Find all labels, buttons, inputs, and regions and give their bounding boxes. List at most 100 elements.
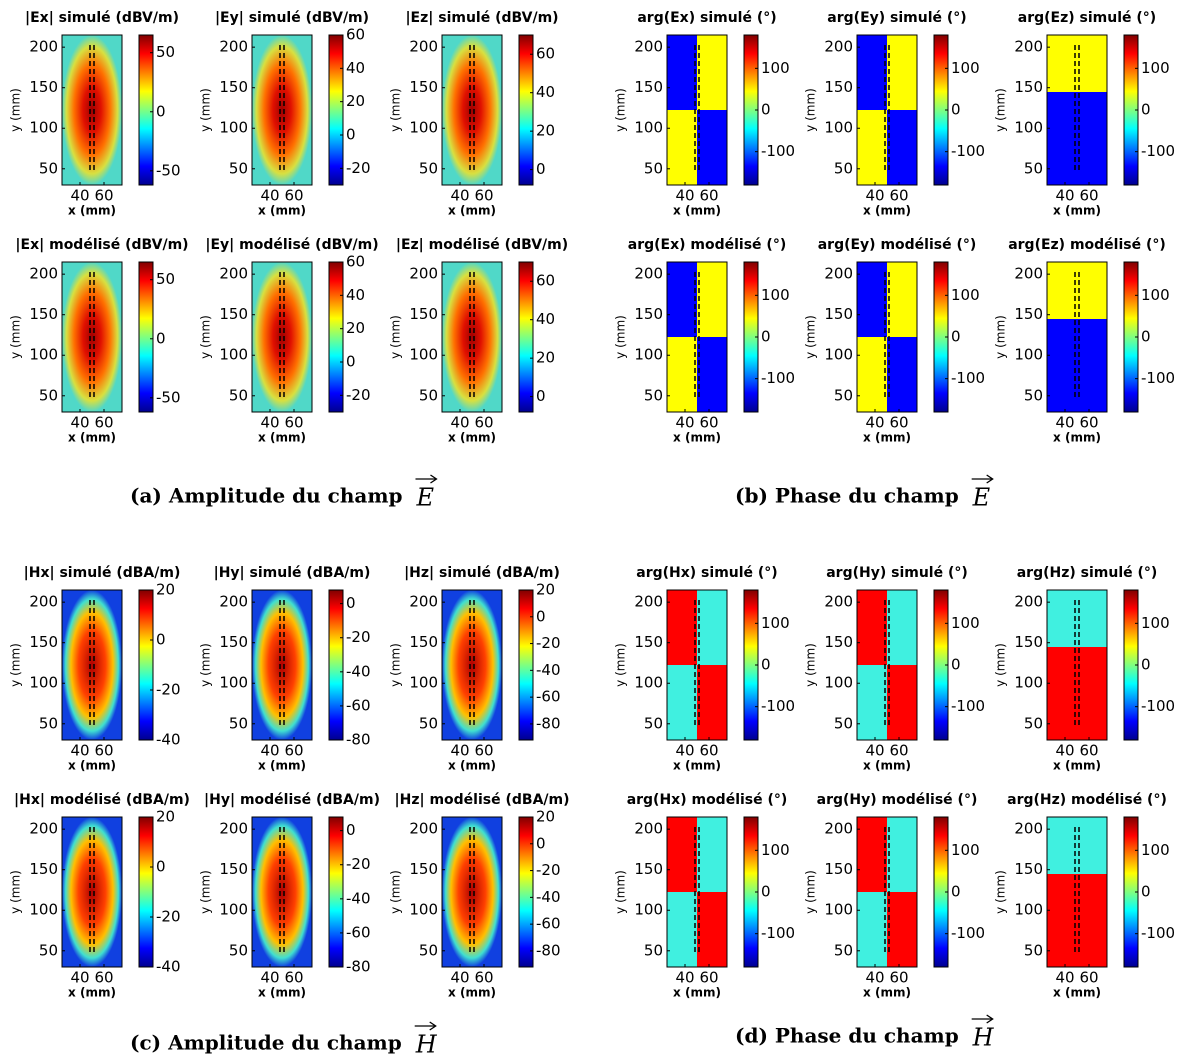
- x-tick-label: 60: [699, 969, 718, 987]
- subfigure-caption: (b) Phase du champ: [735, 484, 959, 508]
- y-tick-label: 150: [219, 305, 248, 323]
- x-axis-label: x (mm): [673, 986, 721, 1000]
- field-top-right: [887, 590, 917, 665]
- x-axis-label: x (mm): [68, 759, 116, 773]
- x-tick-label: 40: [70, 414, 89, 432]
- x-tick-label: 60: [699, 187, 718, 205]
- colorbar-tick-label: -100: [951, 369, 985, 387]
- field-top: [1047, 262, 1107, 319]
- y-tick-label: 50: [834, 714, 853, 732]
- panel-title: arg(Ex) modélisé (°): [628, 237, 786, 253]
- colorbar-tick-label: 0: [346, 353, 356, 371]
- colorbar-tick-label: -100: [1141, 697, 1175, 715]
- colorbar-tick-label: 0: [1141, 328, 1151, 346]
- y-tick-label: 100: [824, 346, 853, 364]
- y-tick-label: 50: [229, 386, 248, 404]
- y-tick-label: 100: [634, 901, 663, 919]
- plot-frame: [61, 816, 123, 968]
- field: [252, 35, 312, 185]
- field: [442, 35, 502, 185]
- y-axis-label: y (mm): [389, 870, 403, 914]
- x-tick-label: 40: [450, 187, 469, 205]
- x-axis-label: x (mm): [68, 986, 116, 1000]
- y-axis-label: y (mm): [804, 643, 818, 687]
- y-tick-label: 150: [824, 633, 853, 651]
- plot-frame: [251, 261, 313, 413]
- y-tick-label: 100: [634, 346, 663, 364]
- y-axis-label: y (mm): [614, 315, 628, 359]
- colorbar-tick-label: -40: [346, 889, 371, 907]
- y-tick-label: 50: [1024, 714, 1043, 732]
- panel-title: arg(Ex) simulé (°): [637, 10, 776, 26]
- field-bottom-right: [697, 110, 727, 185]
- colorbar: [328, 816, 344, 968]
- colorbar-tick-label: -20: [536, 634, 561, 652]
- plot-frame: [1046, 589, 1108, 741]
- colorbar-tick-label: -20: [346, 855, 371, 873]
- y-tick-label: 150: [1014, 305, 1043, 323]
- x-tick-label: 60: [284, 742, 303, 760]
- colorbar-tick-label: 0: [156, 329, 166, 347]
- colorbar-tick-label: 0: [536, 834, 546, 852]
- field-bottom-right: [697, 665, 727, 740]
- x-axis-label: x (mm): [863, 204, 911, 218]
- y-tick-label: 150: [634, 860, 663, 878]
- y-tick-label: 100: [409, 901, 438, 919]
- x-axis-label: x (mm): [673, 759, 721, 773]
- colorbar-tick-label: -100: [761, 142, 795, 160]
- y-tick-label: 150: [409, 633, 438, 651]
- panel-title: arg(Hz) simulé (°): [1017, 565, 1158, 581]
- field: [442, 590, 502, 740]
- colorbar-tick-label: -40: [346, 662, 371, 680]
- y-tick-label: 150: [824, 860, 853, 878]
- y-axis-label: y (mm): [9, 643, 23, 687]
- y-tick-label: 100: [634, 674, 663, 692]
- panel-title: arg(Ey) simulé (°): [827, 10, 966, 26]
- colorbar-tick-label: 50: [156, 43, 175, 61]
- colorbar-tick-label: 20: [156, 581, 175, 599]
- colorbar-tick-label: -20: [156, 681, 181, 699]
- colorbar-tick-label: -100: [951, 697, 985, 715]
- colorbar-tick-label: 0: [951, 656, 961, 674]
- y-axis-label: y (mm): [9, 315, 23, 359]
- vector-arrowhead: [986, 1014, 994, 1024]
- field-bottom-right: [697, 337, 727, 412]
- x-tick-label: 60: [889, 969, 908, 987]
- x-tick-label: 60: [284, 969, 303, 987]
- colorbar: [138, 589, 154, 741]
- panel-title: |Ez| modélisé (dBV/m): [396, 237, 568, 253]
- field-top-right: [887, 262, 917, 337]
- field-vector: H: [972, 1024, 995, 1052]
- plot-frame: [441, 34, 503, 186]
- y-tick-label: 100: [409, 674, 438, 692]
- colorbar-tick-label: 0: [1141, 101, 1151, 119]
- y-tick-label: 200: [409, 820, 438, 838]
- colorbar-tick-label: 100: [761, 59, 790, 77]
- panel-title: arg(Ez) modélisé (°): [1008, 237, 1166, 253]
- y-tick-label: 200: [29, 265, 58, 283]
- colorbar: [138, 34, 154, 186]
- y-tick-label: 100: [634, 119, 663, 137]
- y-tick-label: 50: [229, 714, 248, 732]
- y-tick-label: 200: [824, 593, 853, 611]
- colorbar-tick-label: 0: [1141, 883, 1151, 901]
- x-axis-label: x (mm): [448, 204, 496, 218]
- subfigure-caption: (c) Amplitude du champ: [130, 1031, 402, 1055]
- colorbar-tick-label: -40: [156, 731, 181, 749]
- colorbar: [518, 589, 534, 741]
- y-tick-label: 50: [644, 159, 663, 177]
- x-tick-label: 40: [260, 742, 279, 760]
- field-bottom: [1047, 319, 1107, 412]
- colorbar-tick-label: 20: [346, 319, 365, 337]
- x-tick-label: 60: [1079, 187, 1098, 205]
- y-axis-label: y (mm): [804, 315, 818, 359]
- x-tick-label: 60: [889, 187, 908, 205]
- y-tick-label: 150: [219, 78, 248, 96]
- field: [62, 590, 122, 740]
- x-tick-label: 40: [70, 187, 89, 205]
- plot-frame: [441, 589, 503, 741]
- y-axis-label: y (mm): [9, 88, 23, 132]
- x-axis-label: x (mm): [863, 759, 911, 773]
- colorbar-tick-label: 0: [951, 883, 961, 901]
- y-tick-label: 200: [219, 38, 248, 56]
